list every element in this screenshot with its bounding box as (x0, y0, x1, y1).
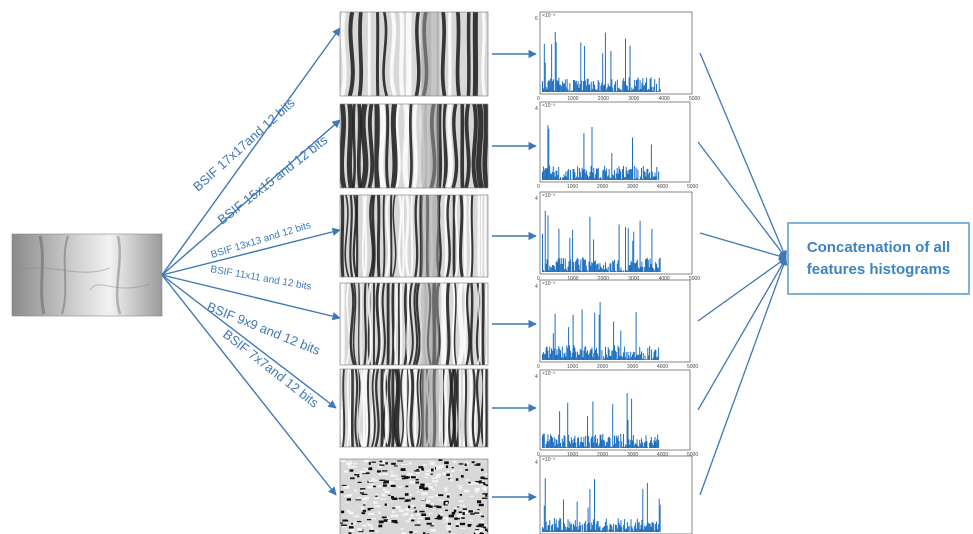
histogram-xtick: 5000 (687, 364, 698, 370)
histogram-exponent: ×10⁻³ (542, 371, 555, 377)
concatenation-result-box: Concatenation of all features histograms (787, 222, 970, 295)
histogram-5: ×10⁻³ 4 0 1000 2000 3000 4000 5000 (535, 369, 698, 458)
histogram-3: ×10⁻³ 4 0 1000 2000 3000 4000 5000 (535, 191, 700, 282)
merge-arrow-6 (699, 257, 788, 496)
histograms: ×10⁻³60 1000 2000 3000 4000 5000×10⁻³40 1000 20… (535, 11, 700, 534)
histogram-xtick: 1000 (567, 276, 578, 282)
histogram-xtick: 2000 (598, 96, 609, 102)
merge-arrow-4 (697, 257, 787, 322)
histogram-ytick: 4 (535, 374, 538, 380)
result-line-1: Concatenation of all (806, 238, 951, 256)
bsif-filtered-image-2 (339, 103, 489, 189)
histogram-ytick: 4 (535, 106, 538, 112)
merge-arrows (697, 52, 788, 496)
histogram-xtick: 1000 (567, 364, 578, 370)
merge-arrow-1 (699, 52, 787, 259)
bsif-filtered-image-1 (339, 11, 489, 97)
histogram-xtick: 3000 (628, 276, 639, 282)
histogram-xtick: 4000 (657, 184, 668, 190)
histogram-xtick: 1000 (567, 452, 578, 458)
result-line-2: features histograms (806, 260, 951, 278)
fan-arrow-4 (161, 274, 341, 321)
histogram-exponent: ×10⁻³ (542, 13, 555, 19)
histogram-xtick: 1000 (567, 184, 578, 190)
histogram-xtick: 0 (537, 276, 540, 282)
histogram-xtick: 2000 (597, 364, 608, 370)
histogram-xtick: 3000 (627, 364, 638, 370)
histogram-xtick: 4000 (659, 276, 670, 282)
histogram-xtick: 0 (537, 452, 540, 458)
histogram-xtick: 3000 (627, 184, 638, 190)
histogram-xtick: 0 (537, 96, 540, 102)
histogram-ytick: 4 (535, 196, 538, 202)
bsif-filtered-image-3 (339, 194, 489, 278)
merge-arrow-5 (697, 257, 787, 411)
fan-arrow-3 (161, 227, 341, 276)
histogram-xtick: 5000 (689, 276, 700, 282)
fan-arrow-6 (161, 274, 337, 496)
histogram-xtick: 4000 (657, 452, 668, 458)
histogram-xtick: 2000 (597, 184, 608, 190)
bsif-filtered-image-6 (339, 458, 489, 534)
histogram-4: ×10⁻³ 4 0 1000 2000 3000 4000 5000 (535, 279, 698, 370)
fan-out-arrows (161, 27, 341, 496)
histogram-ytick: 4 (535, 284, 538, 290)
histogram-xtick: 5000 (687, 184, 698, 190)
histogram-1: ×10⁻³ 6 0 1000 2000 3000 4000 5000 (535, 11, 700, 102)
histogram-2: ×10⁻³ 4 0 1000 2000 3000 4000 5000 (535, 101, 698, 190)
fan-arrow-2 (161, 119, 341, 276)
histogram-xtick: 1000 (567, 96, 578, 102)
histogram-xtick: 2000 (598, 276, 609, 282)
histogram-ytick: 6 (535, 16, 538, 22)
fan-arrow-1 (161, 27, 341, 276)
filter-label-4: BSIF 11x11 and 12 bits (209, 264, 312, 293)
histogram-exponent: ×10⁻³ (542, 103, 555, 109)
histogram-xtick: 4000 (659, 96, 670, 102)
histogram-xtick: 5000 (689, 96, 700, 102)
filter-label-5: BSIF 9x9 and 12 bits (205, 299, 323, 358)
histogram-xtick: 0 (537, 364, 540, 370)
histogram-xtick: 4000 (657, 364, 668, 370)
bsif-filtered-image-5 (339, 368, 489, 448)
histogram-exponent: ×10⁻³ (542, 281, 555, 287)
merge-arrow-2 (697, 141, 787, 259)
histogram-xtick: 3000 (627, 452, 638, 458)
histogram-ytick: 4 (535, 460, 538, 466)
histogram-xtick: 2000 (597, 452, 608, 458)
histogram-exponent: ×10⁻³ (542, 193, 555, 199)
histogram-exponent: ×10⁻³ (542, 457, 555, 463)
histogram-xtick: 3000 (628, 96, 639, 102)
fan-arrow-5 (161, 274, 337, 409)
image-to-histogram-arrows (492, 49, 537, 502)
bsif-filtered-image-4 (339, 282, 489, 366)
histogram-xtick: 0 (537, 184, 540, 190)
histogram-xtick: 5000 (687, 452, 698, 458)
input-finger-image (11, 233, 163, 317)
filtered-images (339, 11, 489, 534)
merge-arrow-3 (699, 232, 787, 260)
